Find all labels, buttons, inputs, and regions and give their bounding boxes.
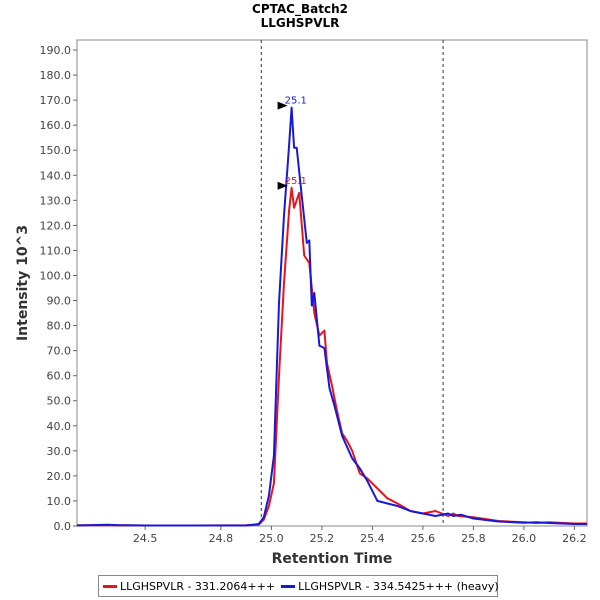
series-line-heavy — [76, 106, 587, 527]
y-tick-label: 110.0 — [40, 244, 72, 257]
y-tick-label: 40.0 — [47, 420, 72, 433]
y-tick-label: 30.0 — [47, 445, 72, 458]
x-tick-label: 25.2 — [310, 532, 335, 545]
peak-label: 25.1 — [285, 176, 307, 187]
peak-marker — [277, 101, 288, 110]
peak-marker — [277, 181, 288, 190]
y-tick-label: 190.0 — [40, 44, 72, 57]
legend: LLGHSPVLR - 331.2064+++ LLGHSPVLR - 334.… — [98, 575, 499, 597]
integration-boundaries — [260, 40, 444, 526]
y-tick-label: 160.0 — [40, 119, 72, 132]
legend-label-light: LLGHSPVLR - 331.2064+++ — [120, 579, 276, 593]
x-tick-label: 24.8 — [209, 532, 234, 545]
plot-area — [76, 39, 588, 527]
y-tick-label: 10.0 — [47, 495, 72, 508]
legend-swatch-light — [103, 584, 117, 588]
y-axis-ticks: 0.0 10.0 20.0 30.0 40.0 50.0 60.0 70.0 80.0 90.0 1… — [40, 44, 77, 533]
x-axis-label: Retention Time — [272, 551, 393, 567]
legend-item-light: LLGHSPVLR - 331.2064+++ — [103, 580, 275, 593]
y-tick-label: 70.0 — [47, 345, 72, 358]
x-tick-label: 26.2 — [562, 532, 587, 545]
y-tick-label: 90.0 — [47, 295, 72, 308]
y-tick-label: 140.0 — [40, 169, 72, 182]
y-tick-label: 180.0 — [40, 69, 72, 82]
series-lines — [76, 106, 587, 527]
x-tick-label: 26.0 — [512, 532, 537, 545]
y-tick-label: 60.0 — [47, 370, 72, 383]
y-tick-label: 150.0 — [40, 144, 72, 157]
x-axis-ticks: 24.5 24.8 25.0 25.2 25.4 25.6 25.8 26.0 26.2 — [133, 526, 587, 545]
peak-label: 25.1 — [285, 96, 307, 107]
x-tick-label: 25.6 — [411, 532, 436, 545]
legend-item-heavy: LLGHSPVLR - 334.5425+++ (heavy) — [281, 580, 499, 593]
y-tick-label: 120.0 — [40, 219, 72, 232]
y-tick-label: 50.0 — [47, 395, 72, 408]
y-tick-label: 130.0 — [40, 194, 72, 207]
x-tick-label: 25.4 — [360, 532, 385, 545]
chart-title: CPTAC_Batch2 — [252, 2, 348, 17]
y-tick-label: 80.0 — [47, 320, 72, 333]
x-tick-label: 24.5 — [133, 532, 158, 545]
y-tick-label: 0.0 — [54, 520, 72, 533]
legend-label-heavy: LLGHSPVLR - 334.5425+++ (heavy) — [298, 579, 499, 593]
y-tick-label: 170.0 — [40, 94, 72, 107]
y-tick-label: 20.0 — [47, 470, 72, 483]
x-tick-label: 25.0 — [259, 532, 284, 545]
y-tick-label: 100.0 — [40, 269, 72, 282]
x-tick-label: 25.8 — [461, 532, 486, 545]
y-axis-label: Intensity 10^3 — [15, 225, 31, 341]
chart-subtitle: LLGHSPVLR — [261, 16, 340, 30]
peak-annotations: 25.1 25.1 — [277, 96, 307, 190]
legend-swatch-heavy — [281, 584, 296, 588]
